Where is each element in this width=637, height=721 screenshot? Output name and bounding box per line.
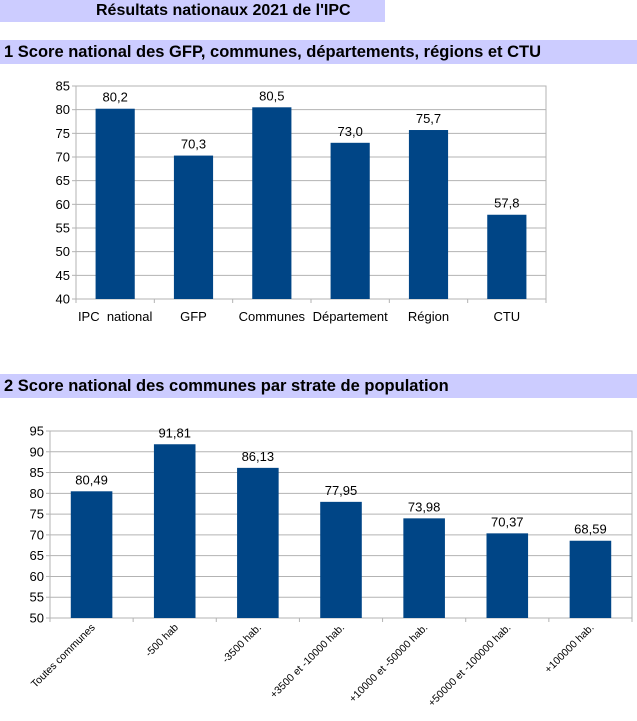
chart-2-data-label: 86,13 (242, 449, 275, 464)
chart-1-data-label: 73,0 (338, 124, 363, 139)
section-1-header: 1 Score national des GFP, communes, dépa… (0, 40, 637, 64)
section-1-title: 1 Score national des GFP, communes, dépa… (4, 43, 542, 61)
chart-2-ytick-label: 95 (30, 424, 44, 439)
chart-2-ytick-label: 50 (30, 611, 44, 626)
chart-2-ytick-label: 85 (30, 465, 44, 480)
chart-2-ytick-label: 65 (30, 548, 44, 563)
chart-1-xtick-label: IPC national (78, 309, 153, 324)
chart-1-bar (95, 108, 135, 299)
chart-2-ytick-label: 55 (30, 590, 44, 605)
chart-1-data-label: 80,2 (103, 90, 128, 105)
chart-1-data-label: 70,3 (181, 137, 206, 152)
chart-2-xtick-label: +100000 hab. (542, 622, 596, 676)
chart-1-bar (408, 130, 449, 299)
chart-scores-by-population: 50 55 60 65 70 75 80 85 90 95 80,49 Toutes communes… (29, 424, 633, 710)
chart-1-bar (487, 214, 527, 299)
section-2-title: 2 Score national des communes par strate… (4, 377, 449, 395)
chart-1-ytick-label: 55 (56, 221, 70, 236)
chart-2-bar (569, 540, 612, 618)
chart-2-data-label: 70,37 (491, 514, 524, 529)
chart-2-xtick-label: Toutes communes (29, 622, 98, 691)
chart-1-ytick-label: 75 (56, 126, 70, 141)
chart-2-xtick-label: -500 hab (143, 622, 181, 660)
chart-1-ytick-label: 40 (56, 292, 70, 307)
chart-1-xtick-label: GFP (180, 309, 207, 324)
chart-2-ytick-label: 60 (30, 569, 44, 584)
chart-2-data-label: 73,98 (408, 499, 441, 514)
chart-2-ytick-label: 70 (30, 527, 44, 542)
chart-2-bar (237, 467, 279, 618)
chart-2-ytick-label: 80 (30, 486, 44, 501)
chart-2-data-label: 68,59 (574, 522, 607, 537)
chart-2-bar (153, 444, 196, 618)
chart-scores-by-entity: 40 45 50 55 60 65 70 75 80 85 80,2 IPC national 70,3… (56, 79, 547, 324)
chart-1-ytick-label: 50 (56, 244, 70, 259)
chart-2-data-label: 91,81 (158, 425, 191, 440)
chart-1-bar (252, 107, 292, 299)
chart-1-ytick-label: 85 (56, 79, 70, 94)
chart-1-data-label: 75,7 (416, 111, 441, 126)
chart-1-data-label: 57,8 (494, 196, 519, 211)
chart-1-ytick-label: 80 (56, 102, 70, 117)
chart-2-xtick-label: +50000 et -100000 hab. (426, 622, 514, 710)
chart-2-bar (70, 491, 113, 618)
chart-1-plot-frame (75, 85, 547, 300)
chart-1-xtick-label: Communes (239, 309, 306, 324)
chart-1-ytick-label: 65 (56, 173, 70, 188)
chart-2-ytick-label: 75 (30, 507, 44, 522)
chart-2-bar (320, 501, 362, 618)
section-2-header: 2 Score national des communes par strate… (0, 374, 637, 398)
chart-2-ytick-label: 90 (30, 444, 44, 459)
chart-1-ytick-label: 45 (56, 268, 70, 283)
chart-2-xtick-label: +3500 et -10000 hab. (268, 622, 347, 701)
chart-1-data-label: 80,5 (259, 88, 284, 103)
page-title: Résultats nationaux 2021 de l'IPC (96, 2, 351, 19)
chart-1-ytick-label: 60 (56, 197, 70, 212)
chart-1-xtick-label: Département (313, 309, 389, 324)
chart-2-data-label: 77,95 (325, 483, 358, 498)
chart-2-bar (486, 533, 529, 618)
chart-2-bar (403, 518, 445, 618)
chart-2-data-label: 80,49 (75, 472, 108, 487)
chart-1-xtick-label: Région (408, 309, 449, 324)
chart-2-xtick-label: +10000 et -50000 hab. (347, 622, 430, 705)
chart-2-xtick-label: -3500 hab. (220, 622, 264, 666)
chart-1-bar (330, 142, 370, 299)
page-title-bar: Résultats nationaux 2021 de l'IPC (0, 0, 385, 22)
chart-1-bar (173, 155, 214, 299)
chart-1-ytick-label: 70 (56, 150, 70, 165)
chart-1-xtick-label: CTU (493, 309, 520, 324)
